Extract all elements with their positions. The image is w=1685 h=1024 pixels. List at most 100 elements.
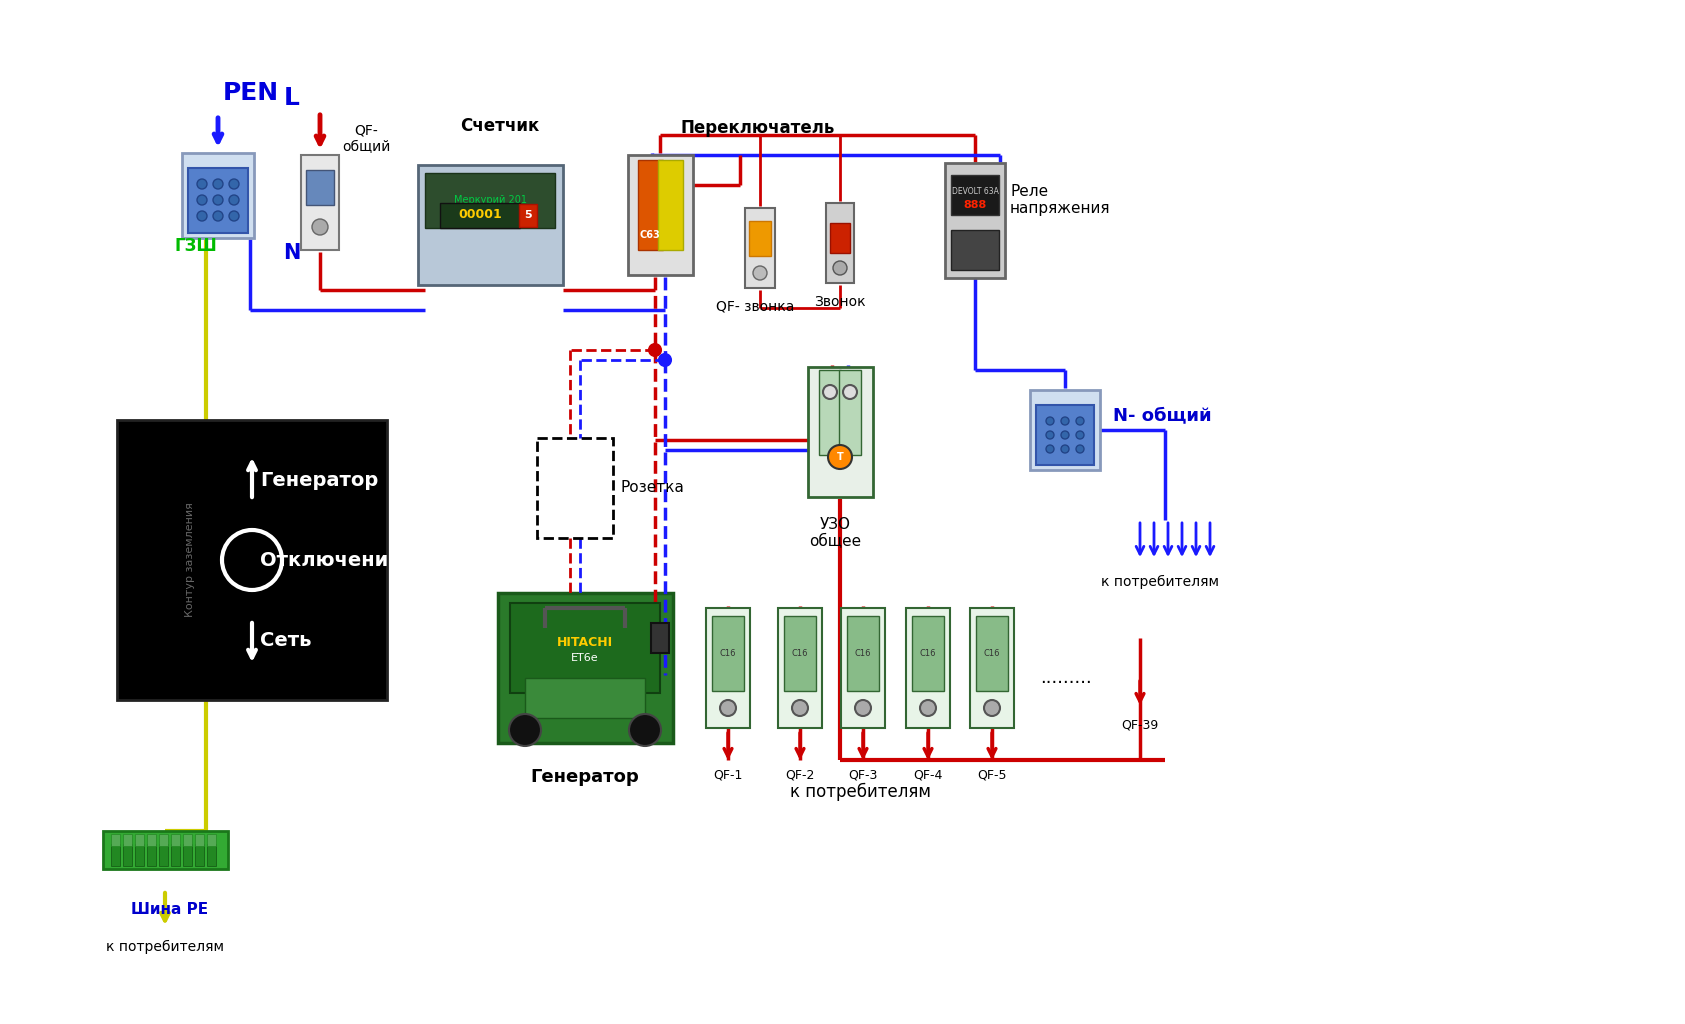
Bar xyxy=(807,367,873,497)
Text: C63: C63 xyxy=(640,230,661,240)
Text: Меркурий 201: Меркурий 201 xyxy=(453,195,526,205)
Bar xyxy=(135,844,143,866)
Circle shape xyxy=(197,211,207,221)
Bar xyxy=(650,623,669,653)
Bar xyxy=(976,615,1008,690)
Bar xyxy=(194,834,204,846)
Circle shape xyxy=(229,211,239,221)
Bar xyxy=(307,170,334,205)
Bar xyxy=(147,844,155,866)
Text: T: T xyxy=(837,452,844,462)
Text: Генератор: Генератор xyxy=(259,470,377,489)
Bar xyxy=(519,204,538,226)
Text: QF-1: QF-1 xyxy=(713,768,743,781)
Circle shape xyxy=(1077,431,1083,439)
Text: Переключатель: Переключатель xyxy=(681,119,834,137)
Text: ET6e: ET6e xyxy=(571,653,598,663)
Text: к потребителям: к потребителям xyxy=(106,940,224,954)
Text: Сеть: Сеть xyxy=(259,631,312,649)
Bar xyxy=(182,153,254,238)
Bar xyxy=(538,438,613,538)
Bar xyxy=(207,844,216,866)
Text: QF-2: QF-2 xyxy=(785,768,814,781)
Text: Реле
напряжения: Реле напряжения xyxy=(1009,183,1110,216)
Bar xyxy=(637,160,662,250)
Circle shape xyxy=(229,179,239,189)
Bar xyxy=(418,165,563,285)
Bar xyxy=(189,168,248,232)
Text: C16: C16 xyxy=(719,648,736,657)
Bar xyxy=(1036,406,1094,465)
Circle shape xyxy=(197,195,207,205)
Circle shape xyxy=(822,385,837,399)
Bar xyxy=(111,834,120,846)
Circle shape xyxy=(842,385,858,399)
Circle shape xyxy=(1046,417,1055,425)
Bar xyxy=(627,155,693,275)
Text: QF- звонка: QF- звонка xyxy=(716,300,794,314)
Text: Счетчик: Счетчик xyxy=(460,117,539,135)
Circle shape xyxy=(1062,445,1068,453)
Bar xyxy=(111,844,120,866)
Text: C16: C16 xyxy=(984,648,1001,657)
Text: Розетка: Розетка xyxy=(620,480,684,496)
Bar xyxy=(158,834,167,846)
Circle shape xyxy=(832,261,848,275)
Bar xyxy=(831,223,849,253)
Text: PEN: PEN xyxy=(222,81,280,105)
Text: DEVOLT 63A: DEVOLT 63A xyxy=(952,187,999,197)
Bar xyxy=(848,615,880,690)
Text: к потребителям: к потребителям xyxy=(790,783,930,801)
Circle shape xyxy=(312,219,329,234)
Bar xyxy=(713,615,745,690)
Bar xyxy=(182,844,192,866)
Text: 5: 5 xyxy=(524,210,532,220)
Bar xyxy=(819,370,841,455)
Text: Шина PE: Шина PE xyxy=(131,902,209,918)
Bar xyxy=(103,831,227,869)
Text: C16: C16 xyxy=(792,648,809,657)
Bar xyxy=(147,834,155,846)
Text: C16: C16 xyxy=(920,648,937,657)
Text: 888: 888 xyxy=(964,200,987,210)
Circle shape xyxy=(753,266,767,280)
Circle shape xyxy=(1062,431,1068,439)
Bar xyxy=(745,208,775,288)
Bar xyxy=(1030,390,1100,470)
Text: HITACHI: HITACHI xyxy=(558,637,613,649)
Text: L: L xyxy=(285,86,300,110)
Circle shape xyxy=(649,344,661,356)
Bar xyxy=(182,834,192,846)
Bar xyxy=(841,608,885,728)
Bar xyxy=(657,160,682,250)
Bar xyxy=(526,678,645,718)
Circle shape xyxy=(197,179,207,189)
Circle shape xyxy=(229,195,239,205)
Bar xyxy=(497,593,672,743)
Bar xyxy=(440,203,521,227)
Circle shape xyxy=(212,211,222,221)
Text: QF-5: QF-5 xyxy=(977,768,1006,781)
Bar xyxy=(971,608,1014,728)
Bar xyxy=(425,172,554,227)
Bar xyxy=(750,220,772,256)
Text: QF-3: QF-3 xyxy=(848,768,878,781)
Bar xyxy=(511,603,661,693)
Circle shape xyxy=(854,700,871,716)
Circle shape xyxy=(792,700,809,716)
Text: УЗО
общее: УЗО общее xyxy=(809,517,861,550)
Text: QF-39: QF-39 xyxy=(1122,718,1159,731)
Bar xyxy=(135,834,143,846)
Bar xyxy=(123,834,131,846)
Bar xyxy=(912,615,944,690)
Text: Генератор: Генератор xyxy=(531,768,639,786)
Text: Контур заземления: Контур заземления xyxy=(185,503,195,617)
Circle shape xyxy=(1062,417,1068,425)
Bar xyxy=(123,844,131,866)
Text: ГЗШ: ГЗШ xyxy=(175,237,217,255)
Circle shape xyxy=(212,179,222,189)
Circle shape xyxy=(719,700,736,716)
Bar xyxy=(116,420,388,700)
Bar xyxy=(170,844,180,866)
Text: N: N xyxy=(283,243,300,263)
